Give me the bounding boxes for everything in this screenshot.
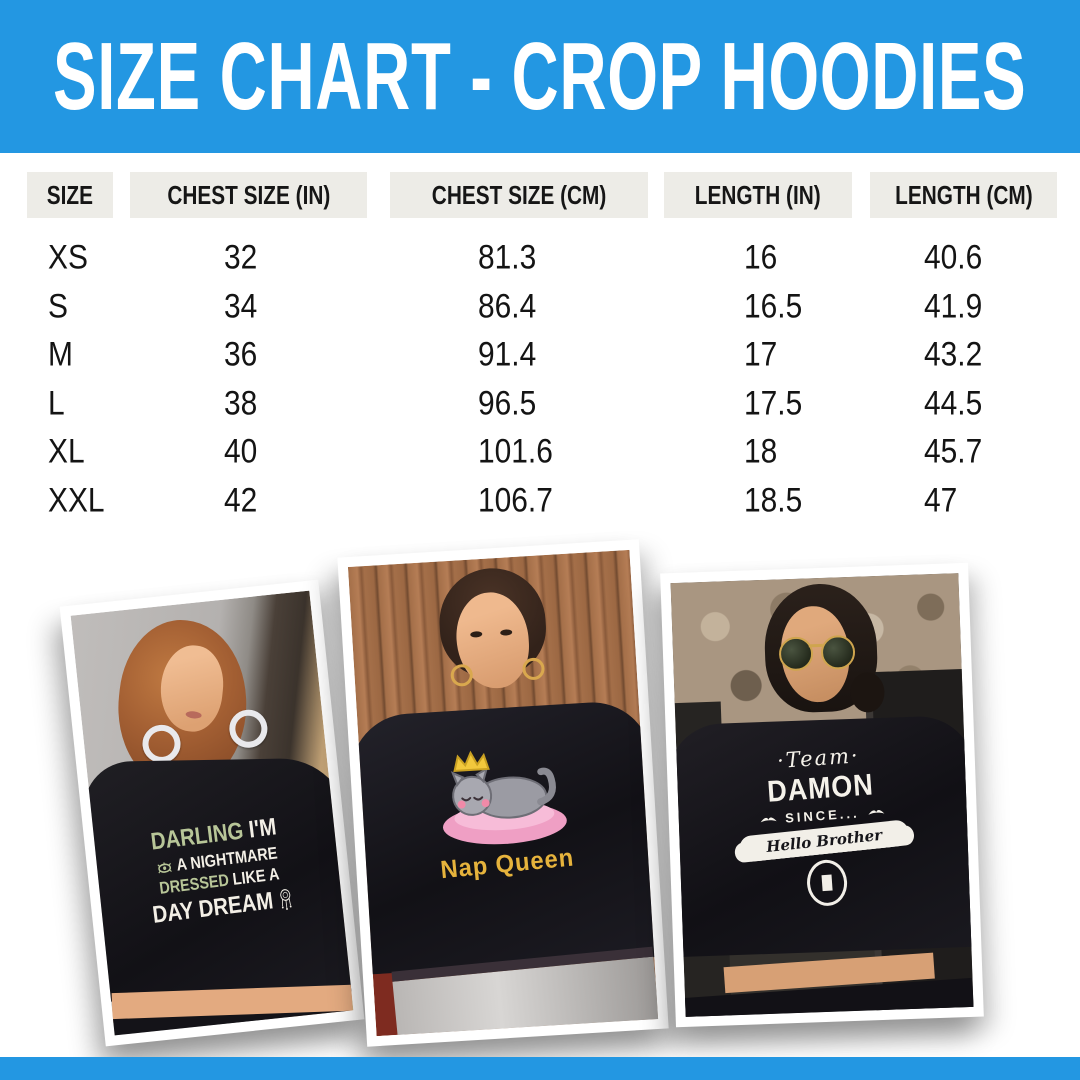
table-cell-size: S (48, 287, 68, 326)
header-bar: SIZE CHART - CROP HOODIES (0, 0, 1080, 153)
sleeping-cat-crown-icon (442, 750, 567, 845)
hoodie-print-darling: DARLING I'M A NIGHTMARE DRESSED LIKE A D… (109, 807, 328, 934)
print-word-since: SINCE... (784, 805, 861, 826)
crow-icon (868, 809, 885, 815)
table-row: L 38 96.5 17.5 44.5 (0, 380, 1080, 429)
table-cell-chest-in: 32 (224, 238, 258, 277)
table-row: M 36 91.4 17 43.2 (0, 331, 1080, 380)
hoodie-print-team-damon: ·Team· DAMON SINCE... Hello Brother (708, 739, 939, 914)
table-row: S 34 86.4 16.5 41.9 (0, 283, 1080, 332)
table-cell-length-in: 18 (744, 432, 778, 471)
photo-team-damon-hoodie: ·Team· DAMON SINCE... Hello Brother (660, 562, 984, 1028)
photo-damon-scene: ·Team· DAMON SINCE... Hello Brother (670, 573, 974, 1017)
table-cell-length-cm: 43.2 (924, 335, 983, 374)
page-title: SIZE CHART - CROP HOODIES (53, 22, 1027, 130)
photo-nap-queen-hoodie: Nap Queen (337, 539, 669, 1047)
table-row: XXL 42 106.7 18.5 47 (0, 477, 1080, 526)
column-header-size: SIZE (27, 172, 113, 218)
column-header-chest-cm: CHEST SIZE (CM) (390, 172, 648, 218)
table-cell-chest-cm: 81.3 (478, 238, 537, 277)
table-cell-size: XS (48, 238, 88, 277)
table-cell-length-in: 16 (744, 238, 778, 277)
table-cell-chest-in: 34 (224, 287, 258, 326)
table-cell-chest-cm: 106.7 (478, 481, 553, 520)
table-cell-size: XXL (48, 481, 105, 520)
ring-emblem-icon (805, 858, 849, 908)
table-cell-chest-in: 42 (224, 481, 258, 520)
table-cell-length-in: 17.5 (744, 384, 803, 423)
table-cell-length-cm: 41.9 (924, 287, 983, 326)
dreamcatcher-icon (280, 889, 292, 911)
table-cell-length-in: 16.5 (744, 287, 803, 326)
table-cell-chest-in: 36 (224, 335, 258, 374)
table-cell-length-cm: 47 (924, 481, 958, 520)
table-cell-length-cm: 45.7 (924, 432, 983, 471)
table-cell-size: XL (48, 432, 85, 471)
table-rows: XS 32 81.3 16 40.6 S 34 86.4 16.5 41.9 M 36 91.4 17 43… (0, 234, 1080, 525)
photo-darling-scene: DARLING I'M A NIGHTMARE DRESSED LIKE A D… (70, 590, 354, 1036)
table-cell-chest-cm: 86.4 (478, 287, 537, 326)
table-cell-length-in: 18.5 (744, 481, 803, 520)
table-row: XS 32 81.3 16 40.6 (0, 234, 1080, 283)
print-word-im: I'M (247, 813, 278, 844)
table-cell-chest-in: 40 (224, 432, 258, 471)
table-cell-chest-cm: 101.6 (478, 432, 553, 471)
photo-napqueen-scene: Nap Queen (347, 549, 659, 1037)
table-cell-chest-cm: 91.4 (478, 335, 537, 374)
table-cell-length-cm: 40.6 (924, 238, 983, 277)
footer-bar (0, 1057, 1080, 1080)
table-cell-length-in: 17 (744, 335, 778, 374)
eye-icon (157, 861, 173, 873)
column-header-length-cm: LENGTH (CM) (870, 172, 1057, 218)
column-header-chest-in: CHEST SIZE (IN) (130, 172, 367, 218)
table-cell-length-cm: 44.5 (924, 384, 983, 423)
table-cell-size: L (48, 384, 65, 423)
photo-darling-daydream-hoodie: DARLING I'M A NIGHTMARE DRESSED LIKE A D… (59, 579, 365, 1047)
table-cell-chest-cm: 96.5 (478, 384, 537, 423)
round-sunglasses-icon (778, 634, 856, 672)
table-row: XL 40 101.6 18 45.7 (0, 428, 1080, 477)
table-cell-chest-in: 38 (224, 384, 258, 423)
crow-icon (760, 817, 777, 822)
column-header-length-in: LENGTH (IN) (664, 172, 852, 218)
print-hello-brother: Hello Brother (765, 825, 883, 856)
table-cell-size: M (48, 335, 73, 374)
